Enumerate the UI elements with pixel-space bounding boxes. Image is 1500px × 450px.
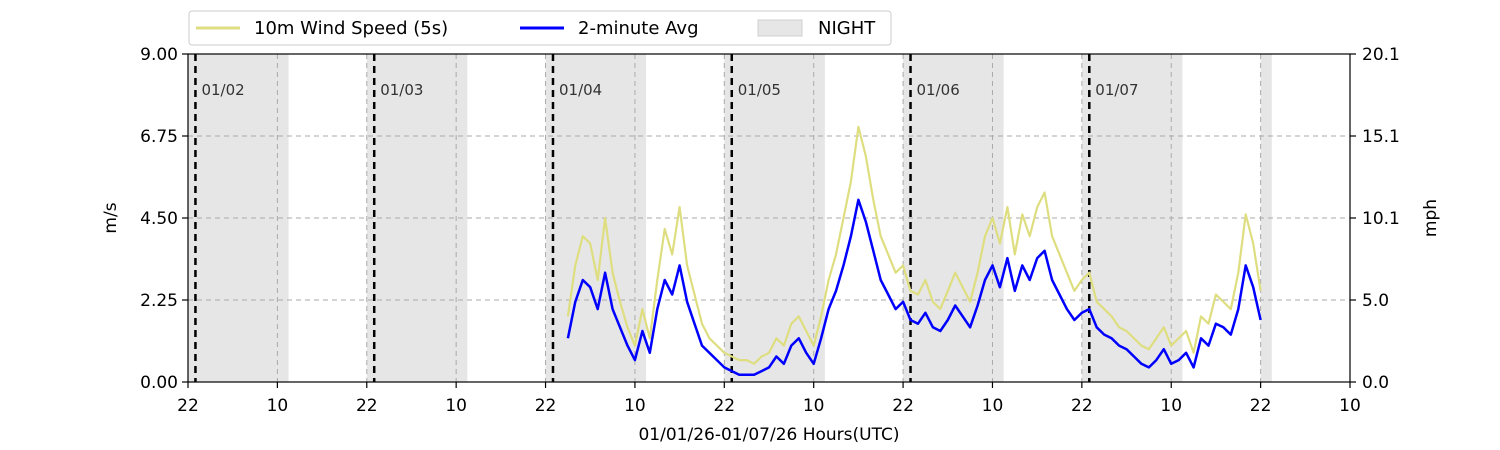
day-label-0: 01/02 bbox=[201, 81, 244, 99]
legend-label-2min-avg: 2-minute Avg bbox=[578, 18, 699, 39]
right-y-axis: 0.0 5.0 10.1 15.1 20.1 bbox=[1350, 45, 1400, 393]
x-tick-label-0: 22 bbox=[177, 396, 199, 416]
legend-label-wind-speed: 10m Wind Speed (5s) bbox=[254, 18, 448, 39]
x-tick-label-9: 10 bbox=[982, 396, 1004, 416]
x-tick-label-3: 10 bbox=[445, 396, 467, 416]
x-tick-label-5: 10 bbox=[624, 396, 646, 416]
right-tick-label-1: 5.0 bbox=[1362, 291, 1389, 311]
x-tick-label-1: 10 bbox=[267, 396, 289, 416]
x-tick-label-8: 22 bbox=[892, 396, 914, 416]
x-axis: 22 10 22 10 22 10 22 10 22 10 22 10 22 10 bbox=[177, 382, 1361, 416]
x-tick-label-10: 22 bbox=[1071, 396, 1093, 416]
left-y-axis-title: m/s bbox=[101, 202, 121, 233]
night-band-6 bbox=[1260, 54, 1272, 382]
legend-swatch-night bbox=[757, 19, 803, 37]
x-tick-label-7: 10 bbox=[803, 396, 825, 416]
series-lines bbox=[566, 125, 1262, 376]
right-tick-label-3: 15.1 bbox=[1362, 127, 1400, 147]
series-line-0 bbox=[566, 125, 1262, 365]
day-label-4: 01/06 bbox=[917, 81, 960, 99]
left-tick-label-4: 9.00 bbox=[140, 45, 178, 65]
day-label-5: 01/07 bbox=[1095, 81, 1138, 99]
x-axis-title: 01/01/26-01/07/26 Hours(UTC) bbox=[638, 425, 899, 445]
day-boundaries: 01/02 01/03 01/04 01/05 01/06 01/07 bbox=[194, 54, 1139, 382]
right-tick-label-4: 20.1 bbox=[1362, 45, 1400, 65]
x-tick-label-12: 22 bbox=[1250, 396, 1272, 416]
day-label-3: 01/05 bbox=[738, 81, 781, 99]
legend-label-night: NIGHT bbox=[818, 18, 876, 39]
left-tick-label-2: 4.50 bbox=[140, 209, 178, 229]
x-tick-label-2: 22 bbox=[356, 396, 378, 416]
series-line-1 bbox=[566, 198, 1262, 376]
x-tick-label-4: 22 bbox=[535, 396, 557, 416]
left-tick-label-0: 0.00 bbox=[140, 373, 178, 393]
left-tick-label-3: 6.75 bbox=[140, 127, 178, 147]
x-tick-label-11: 10 bbox=[1160, 396, 1182, 416]
left-y-axis: 0.00 2.25 4.50 6.75 9.00 bbox=[140, 45, 188, 393]
day-label-2: 01/04 bbox=[559, 81, 602, 99]
night-band-5 bbox=[1081, 54, 1183, 382]
legend: 10m Wind Speed (5s) 2-minute Avg NIGHT bbox=[188, 10, 892, 46]
left-tick-label-1: 2.25 bbox=[140, 291, 178, 311]
day-label-1: 01/03 bbox=[380, 81, 423, 99]
x-tick-label-13: 10 bbox=[1339, 396, 1361, 416]
right-tick-label-2: 10.1 bbox=[1362, 209, 1400, 229]
right-tick-label-0: 0.0 bbox=[1362, 373, 1389, 393]
x-tick-label-6: 22 bbox=[713, 396, 735, 416]
right-y-axis-title: mph bbox=[1421, 199, 1441, 237]
